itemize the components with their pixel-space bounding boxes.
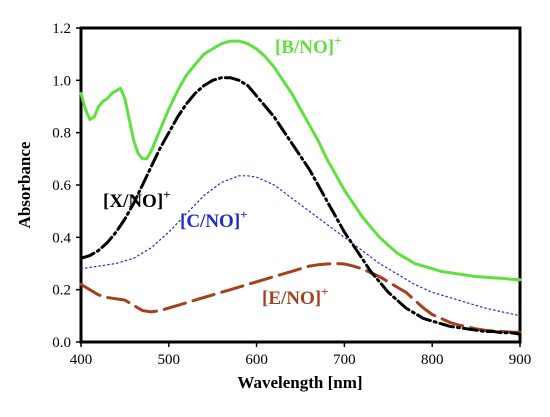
series-line-B (79, 39, 522, 282)
x-tick-label: 600 (245, 352, 268, 368)
series-line-C (80, 175, 521, 317)
y-tick-label: 0.8 (52, 126, 71, 142)
label-C: [C/NO]+ (180, 207, 248, 232)
label-B-main: [B/NO] (275, 37, 334, 58)
label-B-sup: + (334, 33, 341, 48)
label-B: [B/NO]+ (275, 33, 342, 58)
y-tick-label: 1.2 (52, 21, 71, 37)
y-axis: 0.0 0.2 0.4 0.6 0.8 1.0 1.2 (52, 21, 81, 351)
label-X-sup: + (163, 187, 170, 202)
y-tick-label: 1.0 (52, 73, 71, 89)
x-axis: 400 500 600 700 800 900 (70, 342, 532, 368)
y-axis-title: Absorbance (15, 141, 34, 228)
label-X: [X/NO]+ (103, 187, 171, 212)
x-tick-label: 500 (158, 352, 181, 368)
x-tick-label: 700 (333, 352, 356, 368)
label-E-main: [E/NO] (262, 288, 321, 309)
y-tick-label: 0.6 (52, 178, 71, 194)
x-tick-label: 800 (421, 352, 444, 368)
series-lines (79, 39, 522, 336)
y-tick-label: 0.0 (52, 335, 71, 351)
label-X-main: [X/NO] (103, 191, 163, 212)
series-line-E (79, 262, 522, 334)
y-tick-label: 0.4 (52, 230, 71, 246)
label-C-main: [C/NO] (180, 211, 240, 232)
label-E: [E/NO]+ (262, 284, 329, 309)
x-axis-title: Wavelength [nm] (237, 373, 362, 392)
y-tick-label: 0.2 (52, 283, 71, 299)
label-C-sup: + (240, 207, 247, 222)
x-tick-label: 900 (509, 352, 532, 368)
label-E-sup: + (321, 284, 328, 299)
x-tick-label: 400 (70, 352, 93, 368)
series-line-X (79, 76, 522, 336)
